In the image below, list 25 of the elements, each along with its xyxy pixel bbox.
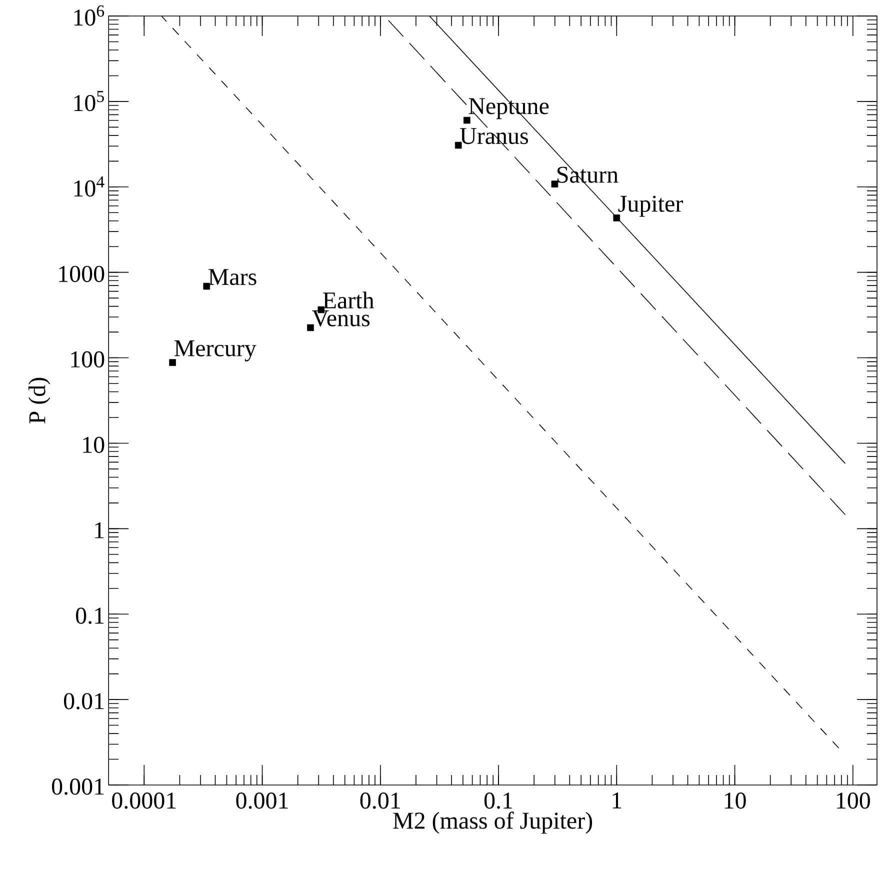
x-axis-title: M2 (mass of Jupiter): [393, 812, 592, 834]
y-tick-label: 10$^{4}$: [74, 176, 104, 197]
y-tick-label: 0.01: [64, 693, 104, 710]
annotation: Uranus: [460, 128, 528, 144]
x-tick-label: 0.01: [360, 792, 400, 809]
y-tick-label: 10: [83, 436, 104, 453]
y-tick-label: 10$^{5}$: [74, 90, 104, 112]
annotation: Jupiter: [618, 196, 683, 217]
y-tick-label: 0.1: [76, 608, 104, 624]
y-tick-label: 0.001: [52, 778, 104, 795]
annotation: Mercury: [174, 340, 256, 362]
y-tick-label: 1000: [59, 266, 104, 282]
x-tick-label: 100: [837, 792, 870, 809]
y-tick-label: 10$^{6}$: [74, 5, 104, 26]
x-tick-label: 0.001: [236, 792, 288, 809]
annotation: Earth: [323, 292, 374, 309]
y-axis-title: P (d): [28, 378, 50, 424]
x-tick-label: 0.0001: [112, 792, 176, 809]
x-tick-label: 0.1: [484, 792, 512, 809]
annotation: Venus: [312, 310, 370, 326]
y-tick-label: 100: [71, 351, 104, 368]
x-tick-label: 10: [724, 792, 746, 809]
x-tick-label: 1: [612, 792, 622, 808]
y-tick-label: 1: [95, 522, 104, 538]
annotation: Mars: [208, 269, 256, 286]
